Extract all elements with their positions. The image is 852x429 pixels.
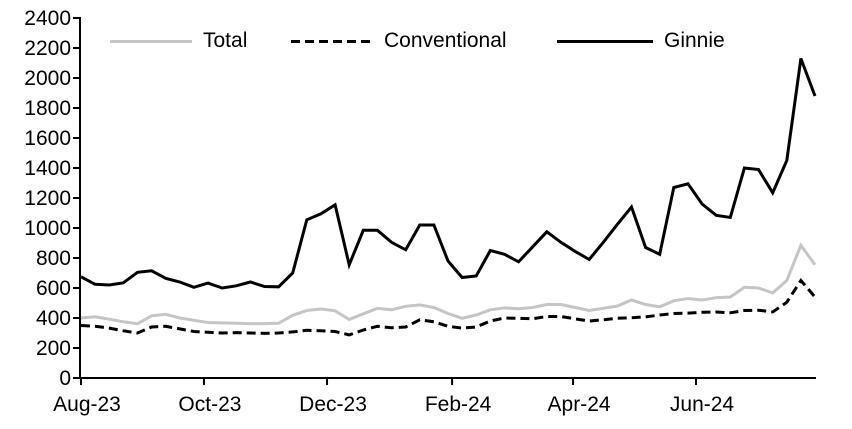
y-axis-tick-label: 1400	[24, 157, 71, 180]
legend-item-total: Total	[110, 29, 247, 53]
y-axis-tick-label: 1000	[24, 217, 71, 240]
series-line-total	[80, 242, 817, 326]
y-axis-tick-label: 2000	[24, 67, 71, 90]
legend-line-sample-conventional	[291, 39, 373, 43]
y-axis-tick-label: 0	[59, 367, 71, 390]
legend-line-sample-total	[110, 39, 192, 43]
legend-item-conventional: Conventional	[291, 29, 507, 53]
x-axis-tick-label: Dec-23	[299, 393, 367, 416]
y-axis-tick-label: 600	[36, 277, 71, 300]
y-axis-tick-label: 400	[36, 307, 71, 330]
x-axis-tick-label: Oct-23	[178, 393, 241, 416]
x-axis-tick-label: Apr-24	[548, 393, 611, 416]
legend-label-total: Total	[203, 29, 248, 52]
legend-label-conventional: Conventional	[384, 29, 507, 52]
y-axis-tick-label: 1200	[24, 187, 71, 210]
y-axis-tick-label: 2200	[24, 37, 71, 60]
series-line-ginnie	[80, 57, 817, 290]
legend-label-ginnie: Ginnie	[664, 29, 725, 52]
y-axis-tick-label: 200	[36, 337, 71, 360]
x-axis-tick-label: Feb-24	[425, 393, 492, 416]
legend-item-ginnie: Ginnie	[557, 29, 725, 53]
x-axis-tick-label: Aug-23	[53, 393, 121, 416]
y-axis-tick-label: 800	[36, 247, 71, 270]
y-axis-tick-label: 2400	[24, 7, 71, 30]
series-line-conventional	[80, 277, 817, 337]
x-axis-tick-label: Jun-24	[670, 393, 735, 416]
y-axis-tick-label: 1800	[24, 97, 71, 120]
legend-line-sample-ginnie	[557, 39, 653, 43]
y-axis-tick-label: 1600	[24, 127, 71, 150]
